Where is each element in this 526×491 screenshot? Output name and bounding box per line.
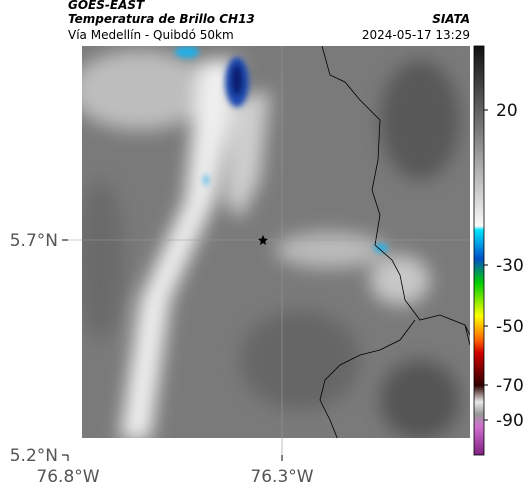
colorbar-label: 20 [496, 101, 518, 121]
colorbar-label: -90 [496, 411, 524, 431]
lat-label: 5.7°N [10, 231, 58, 251]
subtitle: Temperatura de Brillo CH13 [68, 12, 255, 26]
lon-label: 76.8°W [36, 467, 99, 487]
source: SIATA [432, 12, 470, 26]
colorbar-label: -30 [496, 256, 524, 276]
lon-label: 76.3°W [250, 467, 313, 487]
lat-label: 5.2°N [10, 446, 58, 466]
title: GOES-EAST [68, 0, 145, 12]
route: Vía Medellín - Quibdó 50km [68, 28, 234, 42]
location-marker [258, 235, 268, 245]
colorbar [473, 45, 485, 456]
colorbar-ticks [484, 109, 488, 421]
satellite-image [82, 46, 470, 438]
timestamp: 2024-05-17 13:29 [362, 28, 470, 42]
colorbar-label: -50 [496, 317, 524, 337]
colorbar-label: -70 [496, 376, 524, 396]
